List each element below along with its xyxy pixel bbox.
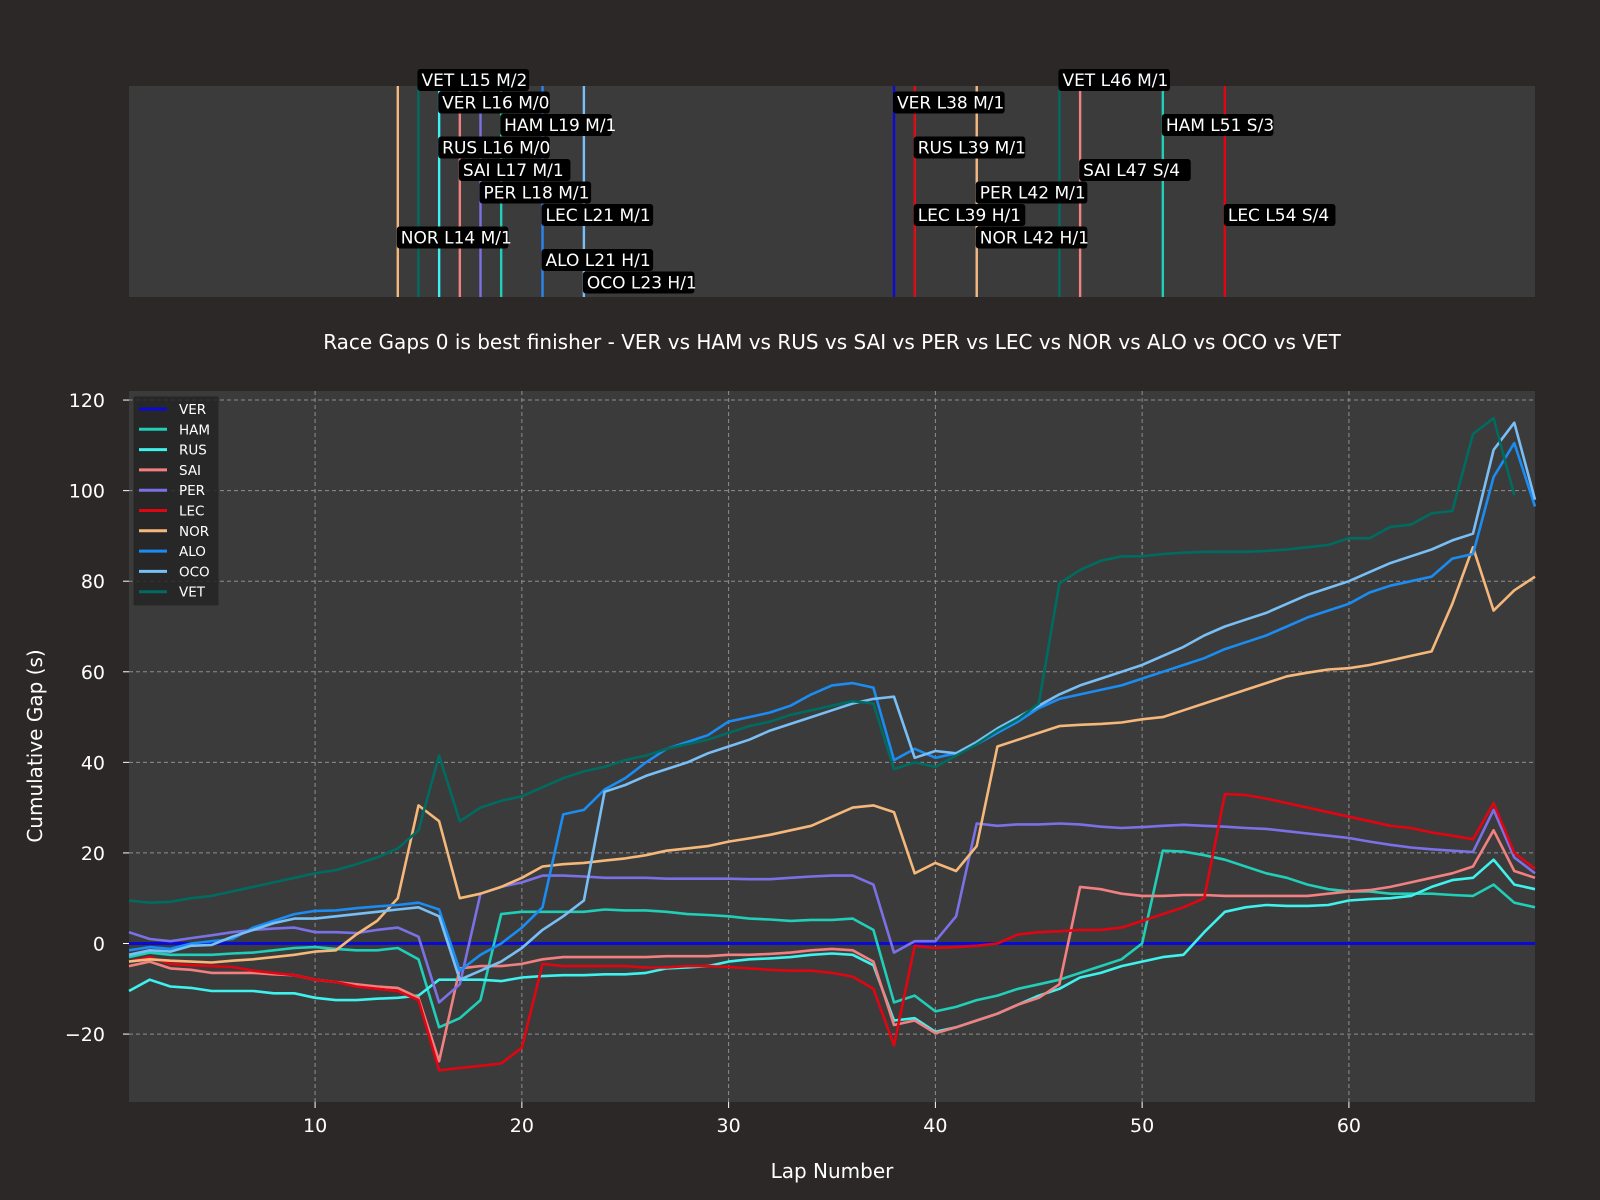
pit-stop-label: VER L16 M/0 xyxy=(438,91,550,114)
legend-label-alo: ALO xyxy=(179,544,206,560)
pit-stop-label-box xyxy=(541,249,654,271)
pit-stop-label-text: SAI L17 M/1 xyxy=(463,161,564,181)
pit-stop-label-text: PER L42 M/1 xyxy=(980,184,1086,204)
series-line-per xyxy=(128,808,1536,1004)
legend-label-ham: HAM xyxy=(179,422,210,438)
legend-label-oco: OCO xyxy=(179,564,210,580)
pit-stop-label: NOR L14 M/1 xyxy=(396,226,512,249)
gap-plot-area xyxy=(129,391,1535,1102)
pit-stop-label: PER L18 M/1 xyxy=(479,181,592,204)
pit-stop-label: VET L15 M/2 xyxy=(417,69,530,91)
pit-stop-label: RUS L39 M/1 xyxy=(913,136,1026,159)
pit-stop-label: OCO L23 H/1 xyxy=(582,271,697,294)
pit-stop-label: NOR L42 H/1 xyxy=(975,226,1089,249)
y-tick-label: 120 xyxy=(69,390,105,412)
pit-stop-label-text: NOR L14 M/1 xyxy=(401,229,512,249)
x-tick-label: 20 xyxy=(510,1115,534,1137)
x-tick-label: 40 xyxy=(923,1115,947,1137)
pit-stop-label: LEC L21 M/1 xyxy=(541,204,654,226)
pit-stop-label: VET L46 M/1 xyxy=(1058,69,1171,91)
legend-label-ver: VER xyxy=(179,402,206,418)
legend-label-sai: SAI xyxy=(179,463,201,479)
x-tick-label: 50 xyxy=(1130,1115,1154,1137)
pit-stop-label: VER L38 M/1 xyxy=(893,91,1005,114)
pit-stop-label: SAI L47 S/4 xyxy=(1079,159,1191,181)
timeline-plot-area xyxy=(129,86,1535,297)
pit-stop-label: ALO L21 H/1 xyxy=(541,249,654,271)
pit-stop-timeline: NOR L14 M/1 VET L15 M/2 VER L16 M/0 RUS L16… xyxy=(129,69,1535,297)
x-tick-label: 60 xyxy=(1337,1115,1361,1137)
legend-label-rus: RUS xyxy=(179,443,207,459)
y-tick-label: 0 xyxy=(93,933,105,955)
legend-label-vet: VET xyxy=(179,585,206,601)
series-line-nor xyxy=(128,545,1536,964)
pit-stop-label-text: RUS L39 M/1 xyxy=(918,139,1026,159)
pit-stop-label-box xyxy=(500,114,612,136)
pit-stop-label-box xyxy=(913,204,1026,226)
series-line-lec xyxy=(128,792,1536,1072)
pit-stop-label-box xyxy=(458,159,571,181)
x-tick-label: 10 xyxy=(303,1115,327,1137)
pit-stop-label-box xyxy=(417,69,530,91)
pit-stop-label-text: LEC L21 M/1 xyxy=(546,206,651,226)
series-line-sai xyxy=(128,828,1536,1063)
pit-stop-label-text: PER L18 M/1 xyxy=(484,184,590,204)
pit-stop-label-box xyxy=(541,204,654,226)
y-tick-label: 40 xyxy=(81,752,105,774)
pit-stop-label-text: LEC L54 S/4 xyxy=(1228,206,1329,226)
series-line-alo xyxy=(128,441,1537,973)
pit-stop-label-text: VER L16 M/0 xyxy=(442,94,549,114)
legend-label-nor: NOR xyxy=(179,524,209,540)
x-axis-label: Lap Number xyxy=(771,1159,895,1183)
pit-stop-label-text: VET L15 M/2 xyxy=(421,71,527,91)
pit-stop-label-text: ALO L21 H/1 xyxy=(546,251,651,271)
pit-stop-label-box xyxy=(1079,159,1191,181)
series-line-oco xyxy=(128,421,1537,982)
series-line-ham xyxy=(128,849,1536,1029)
chart-title: Race Gaps 0 is best finisher - VER vs HA… xyxy=(323,330,1341,354)
pit-stop-label: RUS L16 M/0 xyxy=(438,136,550,159)
pit-stop-label-text: SAI L47 S/4 xyxy=(1083,161,1180,181)
pit-stop-label-text: VER L38 M/1 xyxy=(897,94,1004,114)
pit-stop-label-box xyxy=(975,181,1088,204)
pit-stop-label-text: NOR L42 H/1 xyxy=(980,229,1089,249)
pit-stop-label-box xyxy=(1161,114,1274,136)
pit-stop-label-box xyxy=(1058,69,1171,91)
pit-stop-label-text: HAM L19 M/1 xyxy=(504,116,616,136)
series-line-vet xyxy=(128,416,1516,905)
y-tick-label: −20 xyxy=(65,1024,105,1046)
gap-line-chart: 10 20 30 40 50 60 −20 0 20 40 60 80 100 120 Lap Numb… xyxy=(23,390,1537,1183)
pit-stop-label-box xyxy=(438,91,550,114)
pit-stop-label-box xyxy=(582,271,695,294)
y-tick-label: 20 xyxy=(81,843,105,865)
y-axis-label: Cumulative Gap (s) xyxy=(23,649,47,842)
pit-stop-label-text: VET L46 M/1 xyxy=(1062,71,1168,91)
series-line-rus xyxy=(128,858,1536,1034)
x-tick-label: 30 xyxy=(717,1115,741,1137)
pit-stop-label-text: OCO L23 H/1 xyxy=(587,274,697,294)
legend-label-per: PER xyxy=(179,483,205,499)
pit-stop-label-text: RUS L16 M/0 xyxy=(442,139,550,159)
y-tick-label: 100 xyxy=(69,481,105,503)
pit-stop-label-box xyxy=(438,136,550,159)
pit-stop-label-text: HAM L51 S/3 xyxy=(1166,116,1274,136)
legend: VER HAM RUS SAI PER LEC NOR ALO OCO VET xyxy=(132,395,220,607)
pit-stop-label-box xyxy=(396,226,509,249)
pit-stop-label: LEC L39 H/1 xyxy=(913,204,1026,226)
legend-label-lec: LEC xyxy=(179,504,204,520)
y-tick-label: 60 xyxy=(81,662,105,684)
pit-stop-label-box xyxy=(893,91,1005,114)
pit-stop-label: HAM L51 S/3 xyxy=(1161,114,1274,136)
pit-stop-label-box xyxy=(1223,204,1336,226)
pit-stop-label: PER L42 M/1 xyxy=(975,181,1088,204)
pit-stop-label-box xyxy=(913,136,1026,159)
pit-stop-label-box xyxy=(975,226,1088,249)
pit-stop-label: HAM L19 M/1 xyxy=(500,114,616,136)
pit-stop-label-box xyxy=(479,181,592,204)
pit-stop-label: LEC L54 S/4 xyxy=(1223,204,1336,226)
y-tick-label: 80 xyxy=(81,571,105,593)
pit-stop-label-text: LEC L39 H/1 xyxy=(918,206,1021,226)
pit-stop-label: SAI L17 M/1 xyxy=(458,159,571,181)
